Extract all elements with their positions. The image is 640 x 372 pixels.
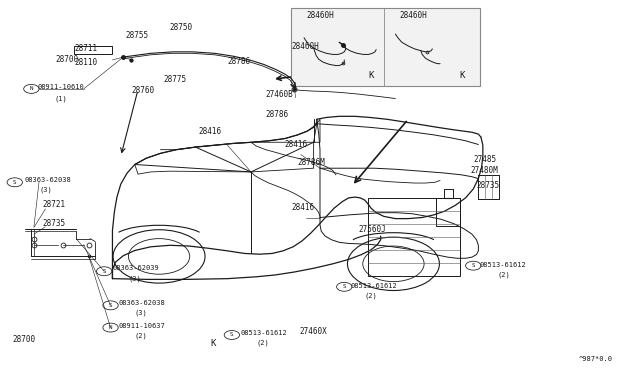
Text: 08363-62038: 08363-62038 [25, 177, 72, 183]
Text: 28700: 28700 [55, 55, 78, 64]
Text: 28416: 28416 [285, 140, 308, 149]
Text: (3): (3) [135, 310, 148, 317]
Text: 08911-10610: 08911-10610 [38, 84, 84, 90]
Text: S: S [342, 284, 346, 289]
Text: 27460B: 27460B [266, 90, 294, 99]
Text: 28735: 28735 [476, 181, 500, 190]
Text: 08911-10637: 08911-10637 [119, 323, 166, 329]
Text: 28735: 28735 [42, 218, 65, 228]
Text: (3): (3) [129, 275, 141, 282]
Text: 08513-61612: 08513-61612 [351, 283, 397, 289]
Bar [291, 8, 479, 86]
Text: S: S [109, 303, 112, 308]
Text: 08363-62038: 08363-62038 [119, 301, 166, 307]
Text: 27485: 27485 [473, 155, 497, 164]
Text: 28786M: 28786M [298, 158, 325, 167]
Text: 28700: 28700 [12, 334, 35, 343]
Text: 28416: 28416 [198, 127, 222, 136]
Text: 28460H: 28460H [291, 42, 319, 51]
Bar [74, 46, 113, 54]
Text: 28460H: 28460H [400, 11, 428, 20]
Text: (2): (2) [497, 272, 510, 278]
Text: 28711: 28711 [74, 44, 97, 52]
Text: 28786: 28786 [227, 57, 250, 65]
Text: 27460X: 27460X [300, 327, 327, 336]
Text: S: S [102, 269, 106, 274]
Text: ^987*0.0: ^987*0.0 [579, 356, 612, 362]
Text: 28786: 28786 [266, 110, 289, 119]
Text: N: N [109, 325, 112, 330]
Text: (2): (2) [256, 340, 269, 346]
Text: 08513-61612: 08513-61612 [479, 262, 527, 267]
Text: 28416: 28416 [291, 203, 314, 212]
Text: (2): (2) [365, 292, 378, 299]
Text: K: K [460, 71, 465, 80]
Text: S: S [472, 263, 475, 268]
Text: (2): (2) [135, 332, 148, 339]
Text: K: K [368, 71, 373, 80]
Bar [436, 198, 461, 226]
Text: 28775: 28775 [164, 75, 187, 84]
Text: N: N [29, 86, 33, 92]
Text: 28755: 28755 [125, 31, 148, 39]
Text: K: K [210, 339, 216, 348]
Text: 28110: 28110 [74, 58, 97, 67]
Text: 08363-62039: 08363-62039 [113, 265, 159, 271]
Text: 28760: 28760 [132, 86, 155, 95]
Text: 28460H: 28460H [306, 11, 333, 20]
Text: 28750: 28750 [170, 23, 193, 32]
Text: (1): (1) [55, 95, 68, 102]
Text: (3): (3) [39, 187, 52, 193]
Text: 08513-61612: 08513-61612 [240, 330, 287, 336]
Text: 27480M: 27480M [470, 166, 498, 175]
Bar [368, 198, 461, 276]
Text: S: S [230, 333, 234, 337]
Text: S: S [13, 180, 17, 185]
Text: 28721: 28721 [42, 200, 65, 209]
Text: 27560J: 27560J [358, 225, 386, 234]
